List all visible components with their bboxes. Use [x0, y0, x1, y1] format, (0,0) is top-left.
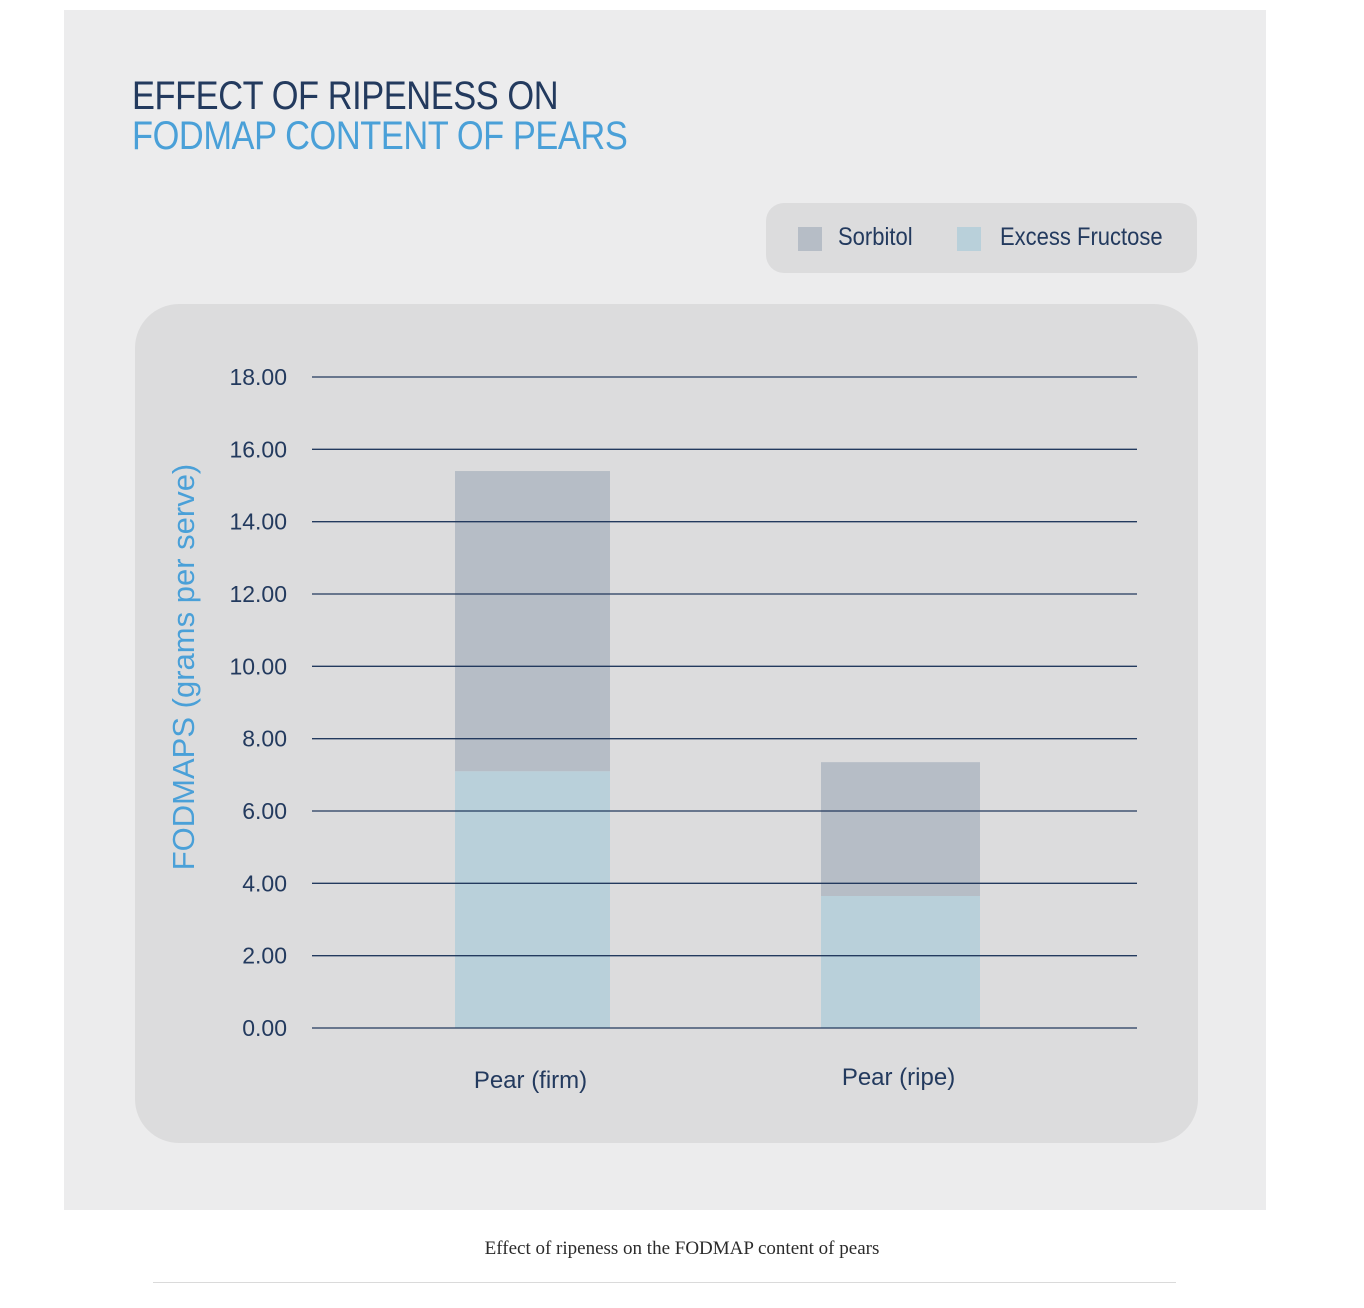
- y-tick-label: 18.00: [229, 364, 287, 390]
- y-tick-label: 14.00: [229, 509, 287, 535]
- y-tick-label: 12.00: [229, 581, 287, 607]
- y-tick-label: 8.00: [242, 726, 287, 752]
- chart-legend: Sorbitol Excess Fructose: [766, 203, 1197, 273]
- y-tick-label: 0.00: [242, 1015, 287, 1041]
- plot-area-panel: [135, 304, 1198, 1143]
- bar-excess-fructose-1: [821, 895, 980, 1028]
- gridlines: [312, 376, 1137, 1029]
- figure-caption: Effect of ripeness on the FODMAP content…: [484, 1238, 880, 1259]
- legend-swatch-sorbitol: [798, 227, 822, 251]
- bar-sorbitol-0: [455, 471, 610, 772]
- chart-title-line2: FODMAP CONTENT OF PEARS: [132, 114, 628, 158]
- y-tick-label: 16.00: [229, 436, 287, 462]
- divider: [153, 1282, 1176, 1283]
- y-tick-label: 6.00: [242, 798, 287, 824]
- x-category-labels: Pear (firm) Pear (ripe): [474, 1064, 955, 1094]
- y-tick-label: 2.00: [242, 943, 287, 969]
- y-tick-label: 4.00: [242, 870, 287, 896]
- bar-excess-fructose-0: [455, 771, 610, 1028]
- x-category-label: Pear (ripe): [842, 1064, 955, 1091]
- bars: [455, 471, 980, 1028]
- legend-label-excess-fructose: Excess Fructose: [1000, 223, 1163, 251]
- bar-sorbitol-1: [821, 762, 980, 896]
- y-tick-labels: 0.00 2.00 4.00 6.00 8.00 10.00 12.00 14.00 16.00…: [229, 364, 287, 1041]
- legend-swatch-excess-fructose: [957, 227, 981, 251]
- x-category-label: Pear (firm): [474, 1067, 587, 1094]
- chart-title-line1: EFFECT OF RIPENESS ON: [132, 74, 559, 118]
- y-tick-label: 10.00: [229, 653, 287, 679]
- legend-label-sorbitol: Sorbitol: [838, 223, 913, 251]
- chart-figure: EFFECT OF RIPENESS ON FODMAP CONTENT OF …: [64, 10, 1266, 1210]
